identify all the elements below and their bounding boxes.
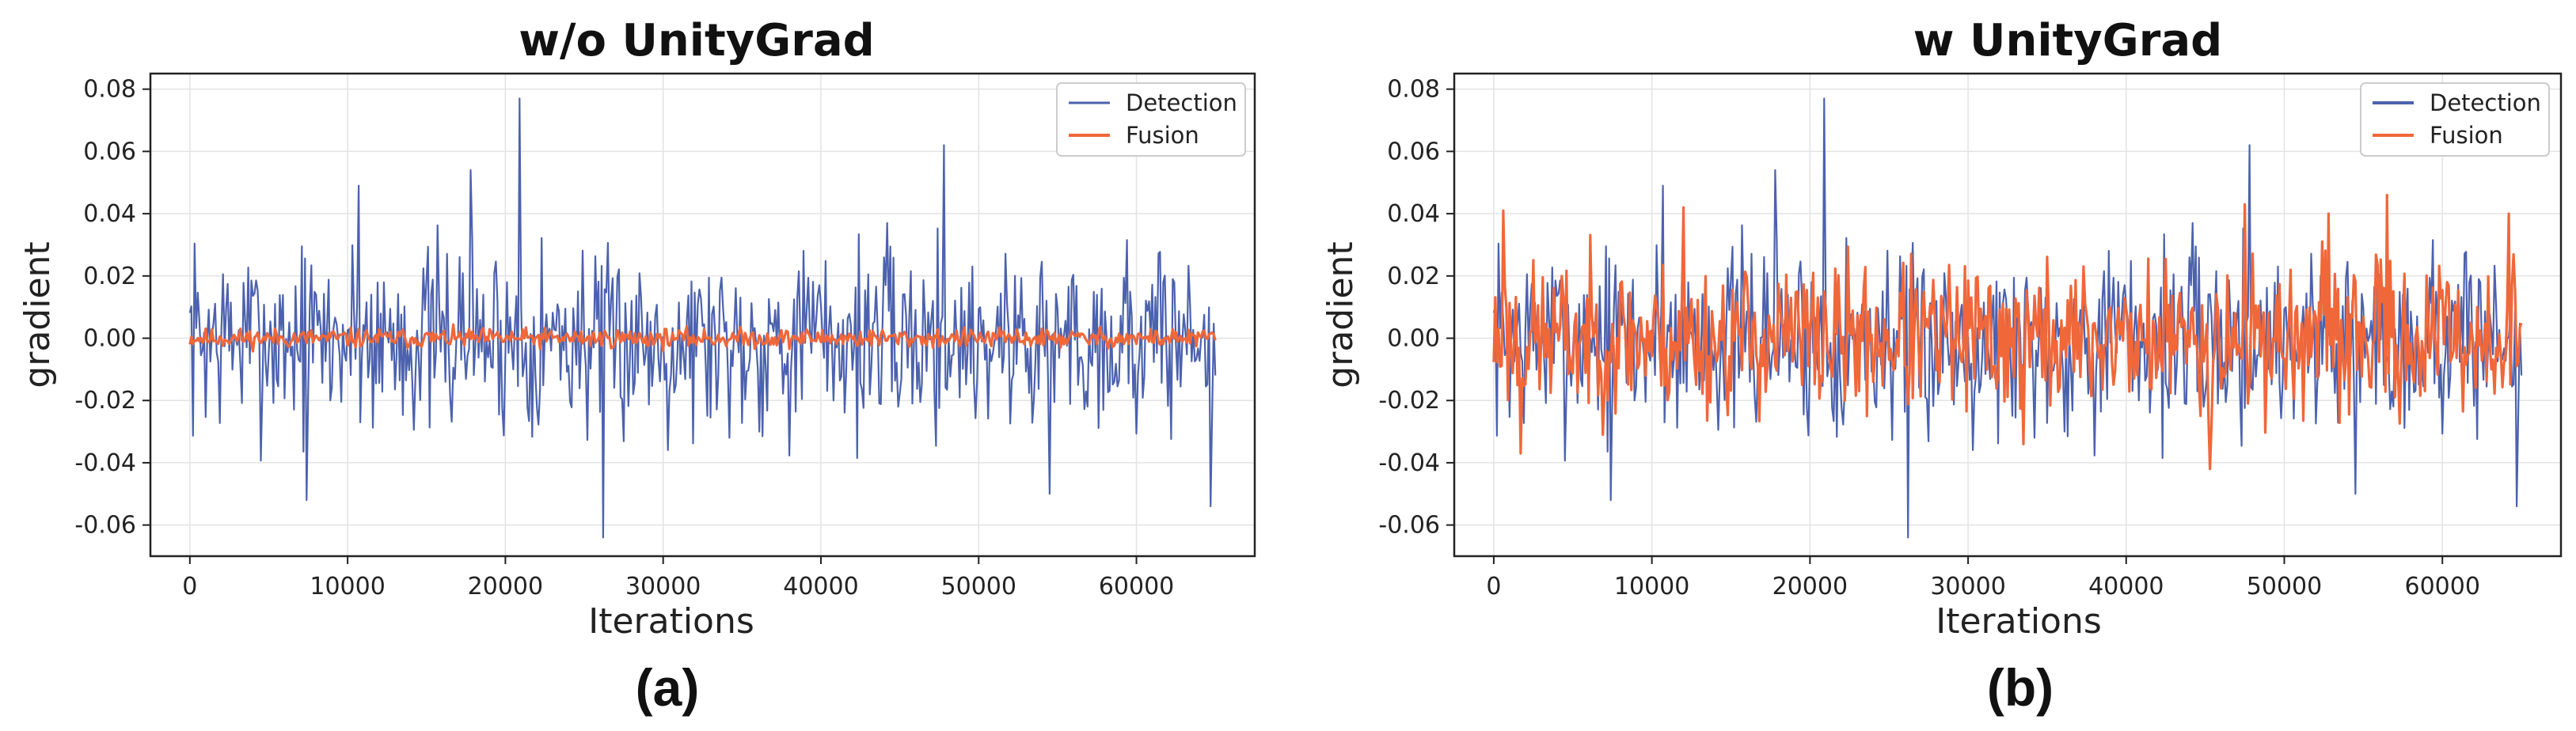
y-tick-label: 0.00 — [1387, 325, 1440, 353]
y-axis-label: gradient — [17, 241, 58, 388]
y-tick-label: -0.04 — [74, 449, 136, 477]
y-tick-label: 0.06 — [83, 138, 136, 165]
y-tick-label: 0.02 — [83, 263, 136, 290]
chart-title: w/o UnityGrad — [519, 15, 874, 66]
legend-box — [1056, 82, 1246, 157]
x-tick-label: 60000 — [1099, 573, 1174, 600]
panel-label: (a) — [636, 658, 700, 717]
plot-frame — [1453, 72, 2563, 558]
x-tick-label: 40000 — [783, 573, 858, 600]
y-axis-label: gradient — [1320, 241, 1361, 388]
legend-label-detection: Detection — [1126, 89, 1237, 116]
y-tick-label: -0.02 — [1378, 387, 1440, 415]
x-axis-label: Iterations — [1936, 601, 2102, 642]
series-line-detection — [188, 97, 1217, 539]
chart-title: w UnityGrad — [1913, 15, 2223, 66]
x-tick-label: 20000 — [468, 573, 543, 600]
x-tick-label: 10000 — [310, 573, 385, 600]
legend-label-fusion: Fusion — [1126, 122, 1199, 149]
x-tick-label: 0 — [1486, 573, 1501, 600]
legend: Detection Fusion — [2360, 82, 2550, 157]
x-tick-label: 60000 — [2404, 573, 2479, 600]
y-tick-label: -0.02 — [74, 387, 136, 415]
x-tick-label: 30000 — [1930, 573, 2005, 600]
x-axis-label: Iterations — [588, 601, 754, 642]
x-tick-label: 0 — [182, 573, 197, 600]
series-layer — [1492, 97, 2523, 539]
legend-label-fusion: Fusion — [2430, 122, 2503, 149]
series-line-fusion — [1492, 193, 2523, 471]
x-tick-label: 50000 — [941, 573, 1016, 600]
y-tick-label: 0.08 — [83, 76, 136, 104]
x-tick-label: 40000 — [2088, 573, 2164, 600]
panel-label: (b) — [1987, 658, 2054, 717]
chart-panel-b: w UnityGrad 0 10000 20000 30000 40000 50000 60… — [1320, 15, 2563, 717]
y-tick-label: 0.00 — [83, 325, 136, 353]
series-line-detection — [1492, 97, 2523, 539]
x-ticks: 0 10000 20000 30000 40000 50000 60000 — [182, 556, 1174, 600]
legend-label-detection: Detection — [2430, 89, 2541, 116]
chart-panel-a: w/o UnityGrad 0 10000 20000 30000 40000 50000… — [17, 15, 1256, 717]
series-line-fusion — [188, 323, 1217, 353]
y-tick-label: -0.06 — [74, 512, 136, 540]
y-tick-label: 0.02 — [1387, 263, 1440, 290]
legend: Detection Fusion — [1056, 82, 1246, 157]
y-tick-label: 0.08 — [1387, 76, 1440, 104]
x-ticks: 0 10000 20000 30000 40000 50000 60000 — [1486, 556, 2480, 600]
x-tick-label: 20000 — [1772, 573, 1848, 600]
y-ticks: -0.06 -0.04 -0.02 0.00 0.02 0.04 0.06 0.08 — [1378, 76, 1454, 540]
y-tick-label: -0.06 — [1378, 512, 1440, 540]
y-ticks: -0.06 -0.04 -0.02 0.00 0.02 0.04 0.06 0.08 — [74, 76, 150, 540]
plot-frame — [149, 72, 1256, 558]
y-tick-label: -0.04 — [1378, 449, 1440, 477]
x-tick-label: 30000 — [625, 573, 701, 600]
x-tick-label: 10000 — [1614, 573, 1689, 600]
series-layer — [188, 97, 1217, 539]
y-tick-label: 0.04 — [83, 200, 136, 228]
y-tick-label: 0.04 — [1387, 200, 1440, 228]
y-tick-label: 0.06 — [1387, 138, 1440, 165]
x-tick-label: 50000 — [2247, 573, 2322, 600]
